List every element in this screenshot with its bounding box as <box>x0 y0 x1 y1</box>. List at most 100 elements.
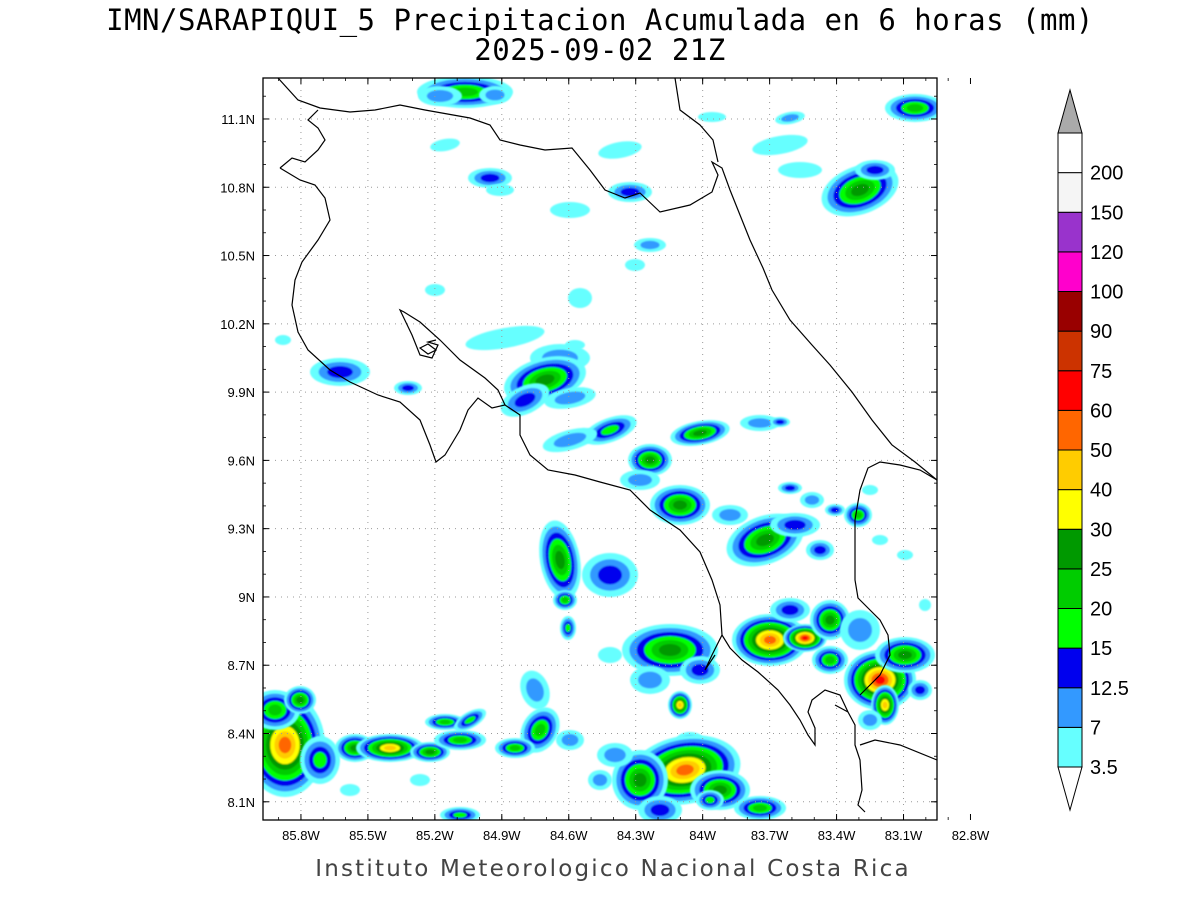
y-tick-label: 11.1N <box>221 112 255 127</box>
precip-cell <box>668 691 692 719</box>
precip-cell <box>479 86 511 104</box>
precip-cell <box>340 784 360 796</box>
colorbar-swatch <box>1057 687 1083 728</box>
precip-contour <box>778 162 822 178</box>
precip-cell <box>634 238 666 252</box>
precip-contour <box>453 812 467 818</box>
precip-cell <box>453 708 487 732</box>
precip-cell <box>770 417 790 427</box>
precip-cell <box>625 259 645 271</box>
x-tick-label: 84.9W <box>483 828 521 843</box>
precip-contour <box>756 533 774 547</box>
colorbar-swatch <box>1057 568 1083 609</box>
x-tick-label: 83.1W <box>885 828 923 843</box>
precip-cell <box>565 340 585 350</box>
precip-contour <box>691 664 709 676</box>
caribbean-north-coast <box>674 78 719 163</box>
colorbar-swatch <box>1057 172 1083 213</box>
precip-contour <box>275 335 291 345</box>
precip-contour <box>882 701 888 709</box>
precip-cell <box>568 288 592 308</box>
colorbar-swatch <box>1057 528 1083 570</box>
precip-contour <box>781 114 799 122</box>
precip-cell <box>670 420 730 446</box>
precip-contour <box>410 774 430 786</box>
precip-contour <box>650 804 670 816</box>
precip-contour <box>268 704 282 716</box>
precip-cell <box>862 485 878 495</box>
precip-cell <box>608 182 652 202</box>
precip-contour <box>509 745 521 751</box>
precip-contour <box>561 734 579 746</box>
colorbar-swatch <box>1057 449 1083 491</box>
precip-contour <box>550 202 590 218</box>
precip-contour <box>898 650 912 660</box>
precip-cell <box>300 736 340 784</box>
precip-contour <box>568 288 592 308</box>
precip-cell <box>844 503 872 527</box>
panama-coast <box>859 739 937 761</box>
south-pacific-coast <box>721 634 866 813</box>
graticule <box>263 78 937 820</box>
colorbar-label: 60 <box>1090 400 1112 422</box>
precip-cell <box>770 513 820 537</box>
precip-contour <box>658 644 682 656</box>
precip-cell <box>628 444 672 476</box>
longitude-axis: 85.8W 85.5W 85.2W 84.9W 84.6W 84.3W 84W 83.7W 83… <box>278 78 990 843</box>
precip-contour <box>278 736 292 754</box>
precip-contour <box>425 749 435 755</box>
precip-cell <box>630 666 670 694</box>
precip-cell <box>806 540 834 560</box>
y-tick-label: 9.3N <box>228 522 255 537</box>
precip-cell <box>638 796 682 820</box>
colorbar-swatch <box>1057 409 1083 451</box>
precip-cell <box>434 730 486 750</box>
precip-cell <box>698 112 726 122</box>
precip-cell <box>620 470 660 490</box>
coastal-lagoon <box>418 343 438 355</box>
colorbar-label: 90 <box>1090 321 1112 343</box>
precip-contour <box>464 716 476 724</box>
precip-contour <box>784 485 796 491</box>
precip-contour <box>748 418 772 428</box>
precip-cell <box>542 427 598 453</box>
precip-contour <box>814 545 826 555</box>
precip-contour <box>426 90 454 102</box>
precip-cell <box>919 599 931 611</box>
colorbar-label: 40 <box>1090 480 1112 502</box>
precip-cell <box>612 750 668 810</box>
precip-cell <box>732 614 808 666</box>
precip-cell <box>486 184 514 196</box>
precip-contour <box>313 752 327 768</box>
precip-contour <box>781 604 799 616</box>
precip-contour <box>402 385 414 391</box>
precip-contour <box>384 745 396 751</box>
precip-contour <box>535 374 555 386</box>
precip-cell <box>284 686 316 714</box>
precip-cell <box>440 807 480 820</box>
precip-contour <box>598 141 642 159</box>
y-tick-label: 10.8N <box>220 180 255 195</box>
colorbar-swatch <box>1057 211 1083 253</box>
map-frame <box>262 77 938 821</box>
latitude-axis: 11.1N 10.8N 10.5N 10.2N 9.9N 9.6N 9.3N 9N 8.7N 8.… <box>220 95 937 810</box>
precip-contour <box>862 485 878 495</box>
x-tick-label: 83.4W <box>818 828 856 843</box>
colorbar-top-arrow <box>1057 88 1083 134</box>
map-title: IMN/SARAPIQUI_5 Precipitacion Acumulada … <box>106 3 1094 37</box>
y-tick-label: 10.5N <box>220 249 255 264</box>
precip-cell <box>263 690 300 730</box>
colorbar-bottom-arrow <box>1057 766 1083 812</box>
precip-cell <box>556 730 584 750</box>
y-tick-label: 10.2N <box>220 317 255 332</box>
colorbar-label: 20 <box>1090 599 1112 621</box>
precip-contour <box>830 507 840 513</box>
nicoya-gulf-coast <box>504 404 723 671</box>
precip-cell <box>622 624 718 676</box>
colorbar-label: 150 <box>1090 202 1123 224</box>
colorbar-swatch <box>1057 291 1083 332</box>
x-tick-label: 84W <box>689 828 716 843</box>
precip-contour <box>825 656 835 664</box>
precip-cell <box>897 550 913 560</box>
precip-contour <box>514 392 536 408</box>
